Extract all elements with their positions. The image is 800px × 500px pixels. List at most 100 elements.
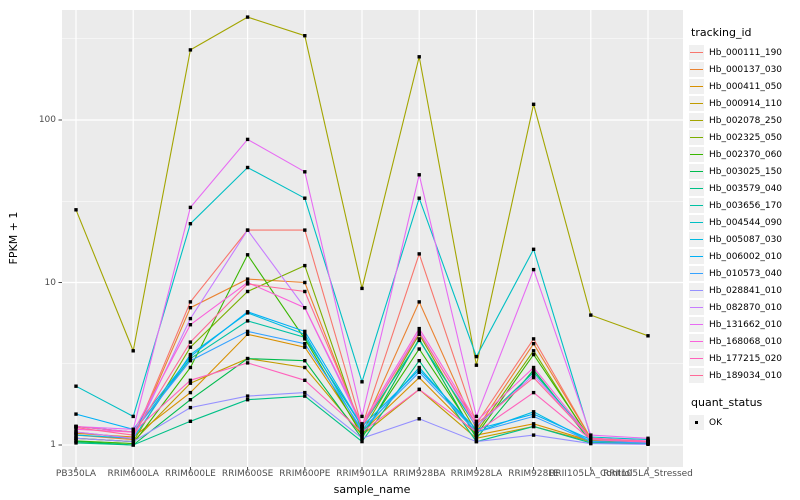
legend-item: Hb_000137_030 bbox=[689, 61, 799, 78]
data-point bbox=[245, 228, 250, 232]
legend: tracking_id Hb_000111_190 Hb_000137_030 Hb… bbox=[689, 26, 799, 431]
data-point bbox=[474, 422, 479, 426]
data-point bbox=[74, 208, 78, 212]
legend-item-label: Hb_003025_150 bbox=[709, 166, 783, 177]
x-tick-label: RRIM928LE bbox=[508, 469, 559, 479]
legend-item: Hb_000411_050 bbox=[689, 78, 799, 95]
legend-item-label: Hb_177215_020 bbox=[709, 353, 783, 364]
legend-item-label: Hb_028841_010 bbox=[709, 285, 783, 296]
data-point bbox=[360, 286, 364, 291]
data-point bbox=[531, 433, 536, 437]
legend-item: Hb_002370_060 bbox=[689, 146, 799, 163]
black-square-point-icon bbox=[694, 420, 699, 425]
legend-key-icon bbox=[689, 283, 704, 298]
data-point bbox=[360, 422, 364, 426]
data-point bbox=[74, 436, 78, 440]
data-point bbox=[188, 356, 193, 361]
series-color-line-icon bbox=[690, 357, 703, 360]
data-point bbox=[74, 441, 78, 445]
legend-item-label: Hb_000111_190 bbox=[709, 47, 783, 58]
data-point bbox=[245, 329, 250, 334]
legend-item-label: Hb_000914_110 bbox=[709, 98, 783, 109]
data-point bbox=[474, 419, 479, 423]
data-point bbox=[188, 419, 193, 423]
y-tick-label: 100 bbox=[38, 115, 56, 125]
x-tick-label: PB350LA bbox=[55, 469, 97, 479]
legend-item: Hb_005087_030 bbox=[689, 231, 799, 248]
data-point bbox=[417, 387, 421, 392]
data-point bbox=[474, 414, 479, 419]
data-point bbox=[531, 267, 536, 272]
legend-item: Hb_000914_110 bbox=[689, 95, 799, 112]
data-point bbox=[646, 439, 650, 444]
legend-key-icon bbox=[689, 317, 704, 332]
x-tick-label: RRIM600LA bbox=[107, 469, 159, 479]
data-point bbox=[303, 332, 307, 336]
legend-key-icon bbox=[689, 113, 704, 128]
legend-key-icon bbox=[689, 249, 704, 264]
legend-item: Hb_002078_250 bbox=[689, 112, 799, 129]
legend-item-label: Hb_168068_010 bbox=[709, 336, 783, 347]
data-point bbox=[131, 443, 135, 447]
series-color-line-icon bbox=[690, 204, 703, 207]
data-point bbox=[417, 368, 421, 372]
legend-item-label: Hb_010573_040 bbox=[709, 268, 783, 279]
legend-key-icon bbox=[689, 351, 704, 366]
data-point bbox=[188, 398, 193, 402]
data-point bbox=[303, 342, 307, 346]
legend-key-icon bbox=[689, 232, 704, 247]
data-point bbox=[188, 205, 193, 210]
data-point bbox=[417, 338, 421, 343]
data-point bbox=[245, 319, 250, 323]
series-color-line-icon bbox=[690, 289, 703, 292]
legend-item-label: Hb_005087_030 bbox=[709, 234, 783, 245]
data-point bbox=[245, 289, 250, 294]
legend-key-icon bbox=[689, 334, 704, 349]
data-point bbox=[360, 414, 364, 419]
data-point bbox=[188, 381, 193, 385]
legend-item: Hb_003656_170 bbox=[689, 197, 799, 214]
series-color-line-icon bbox=[690, 170, 703, 173]
legend-item: Hb_004544_090 bbox=[689, 214, 799, 231]
x-tick-label: RRII105LA_Stressed bbox=[603, 469, 693, 479]
legend-item-label: Hb_002370_060 bbox=[709, 149, 783, 160]
series-color-line-icon bbox=[690, 136, 703, 139]
data-point bbox=[531, 352, 536, 357]
series-color-line-icon bbox=[690, 306, 703, 309]
data-point bbox=[360, 427, 364, 431]
data-point bbox=[531, 412, 536, 416]
data-point bbox=[245, 277, 250, 281]
series-color-line-icon bbox=[690, 187, 703, 190]
data-point bbox=[589, 436, 593, 440]
legend-key-icon bbox=[689, 164, 704, 179]
series-color-line-icon bbox=[690, 221, 703, 224]
data-point bbox=[245, 310, 250, 314]
data-point bbox=[131, 436, 135, 440]
series-color-line-icon bbox=[690, 119, 703, 122]
data-point bbox=[188, 48, 193, 52]
data-point bbox=[188, 345, 193, 349]
data-point bbox=[474, 436, 479, 440]
data-point bbox=[474, 354, 479, 359]
legend-key-icon bbox=[689, 45, 704, 60]
data-point bbox=[531, 422, 536, 426]
data-point bbox=[417, 370, 421, 374]
data-point bbox=[474, 427, 479, 431]
data-point bbox=[245, 282, 250, 286]
legend-title-quant-status: quant_status bbox=[691, 396, 763, 409]
legend-item: Hb_006002_010 bbox=[689, 248, 799, 265]
data-point bbox=[417, 252, 421, 256]
data-point bbox=[245, 361, 250, 365]
legend-key-icon bbox=[689, 300, 704, 315]
legend-item: Hb_010573_040 bbox=[689, 265, 799, 282]
data-point bbox=[245, 356, 250, 361]
data-point bbox=[245, 253, 250, 257]
quant-ok-key-icon bbox=[689, 415, 704, 430]
data-point bbox=[531, 368, 536, 372]
data-point bbox=[531, 349, 536, 353]
x-tick-label: RRII105LA_Control bbox=[549, 469, 633, 479]
series-color-line-icon bbox=[690, 153, 703, 156]
data-point bbox=[589, 439, 593, 444]
data-point bbox=[531, 365, 536, 370]
